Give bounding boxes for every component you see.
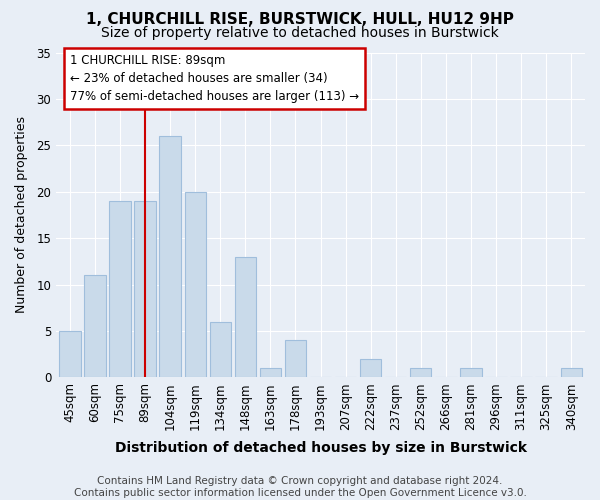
Bar xyxy=(460,368,482,378)
Bar xyxy=(134,201,156,378)
Bar xyxy=(360,359,382,378)
Bar xyxy=(84,276,106,378)
Text: Contains HM Land Registry data © Crown copyright and database right 2024.
Contai: Contains HM Land Registry data © Crown c… xyxy=(74,476,526,498)
Bar xyxy=(285,340,306,378)
Bar xyxy=(209,322,231,378)
Bar xyxy=(185,192,206,378)
Bar xyxy=(160,136,181,378)
Text: 1, CHURCHILL RISE, BURSTWICK, HULL, HU12 9HP: 1, CHURCHILL RISE, BURSTWICK, HULL, HU12… xyxy=(86,12,514,28)
Text: 1 CHURCHILL RISE: 89sqm
← 23% of detached houses are smaller (34)
77% of semi-de: 1 CHURCHILL RISE: 89sqm ← 23% of detache… xyxy=(70,54,359,104)
Bar xyxy=(59,331,80,378)
X-axis label: Distribution of detached houses by size in Burstwick: Distribution of detached houses by size … xyxy=(115,441,527,455)
Bar xyxy=(410,368,431,378)
Y-axis label: Number of detached properties: Number of detached properties xyxy=(15,116,28,314)
Bar xyxy=(560,368,582,378)
Bar xyxy=(235,256,256,378)
Text: Size of property relative to detached houses in Burstwick: Size of property relative to detached ho… xyxy=(101,26,499,40)
Bar xyxy=(109,201,131,378)
Bar xyxy=(260,368,281,378)
